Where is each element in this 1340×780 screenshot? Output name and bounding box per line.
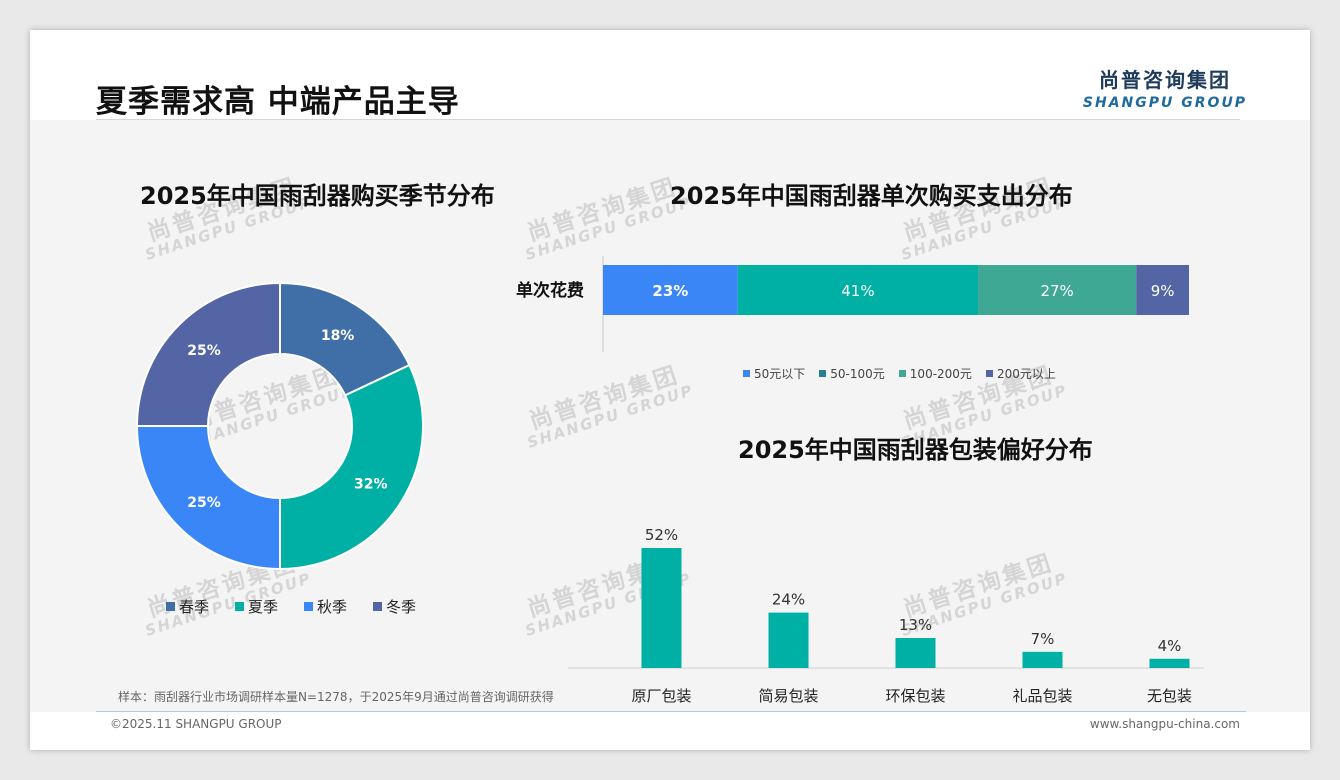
- package-category-label: 简易包装: [758, 687, 818, 705]
- website-link[interactable]: www.shangpu-china.com: [1089, 717, 1240, 731]
- donut-slice-3: [135, 425, 281, 571]
- package-bar-5: [1149, 658, 1190, 668]
- spend-legend-swatch: [898, 370, 906, 377]
- donut-slice-label: 25%: [187, 495, 221, 511]
- logo-cn: 尚普咨询集团: [1099, 68, 1231, 92]
- package-bar-2: [768, 612, 809, 668]
- package-bar-value: 24%: [772, 591, 805, 609]
- spend-legend-swatch: [743, 370, 750, 377]
- sample-note: 样本：雨刮器行业市场调研样本量N=1278，于2025年9月通过尚普咨询调研获得: [118, 690, 554, 704]
- spend-legend-label: 50-100元: [830, 367, 885, 381]
- spend-legend-label: 200元以上: [996, 367, 1056, 381]
- spend-segment-2: [737, 265, 979, 315]
- spend-stacked-bar-chart: 单次花费 23% 41% 27% 9%: [516, 256, 1189, 352]
- package-category-label: 礼品包装: [1012, 687, 1072, 705]
- package-bar-chart: 52% 原厂包装 24% 简易包装 13% 环保包装 7% 礼品包装 4% 无包装: [568, 526, 1204, 705]
- spend-legend-item: 100-200元: [898, 365, 972, 382]
- package-category-label: 无包装: [1147, 687, 1192, 705]
- donut-slice-label: 25%: [187, 343, 221, 359]
- spend-segment-4: [1136, 265, 1189, 315]
- spend-segment-1: [603, 265, 738, 315]
- donut-slice-1: [279, 281, 411, 397]
- page-title: 夏季需求高 中端产品主导: [96, 84, 460, 120]
- package-bar-1: [641, 548, 682, 668]
- season-legend: 春季 夏季 秋季 冬季: [166, 596, 442, 617]
- category-label: 单次花费: [516, 280, 584, 301]
- spend-legend: 50元以下 50-100元 100-200元 200元以上: [743, 365, 1070, 382]
- spend-legend-item: 200元以上: [985, 365, 1056, 382]
- season-legend-item: 冬季: [373, 596, 416, 617]
- season-legend-swatch: [235, 602, 245, 611]
- spend-segment-label: 41%: [841, 282, 874, 300]
- package-bar-value: 52%: [645, 526, 678, 544]
- package-category-label: 原厂包装: [631, 687, 691, 705]
- season-legend-label: 秋季: [317, 598, 348, 616]
- season-legend-item: 春季: [166, 596, 209, 617]
- header-divider: [96, 119, 1240, 120]
- footer-divider: [96, 711, 1246, 712]
- package-bar-4: [1022, 651, 1063, 668]
- package-category-label: 环保包装: [885, 687, 945, 705]
- donut-slice-4: [135, 281, 281, 427]
- slide: 夏季需求高 中端产品主导 尚普咨询集团 SHANGPU GROUP 尚普咨询集团…: [30, 30, 1310, 750]
- spend-legend-item: 50-100元: [819, 365, 885, 382]
- season-chart-title: 2025年中国雨刮器购买季节分布: [140, 182, 495, 210]
- spend-legend-swatch: [985, 370, 993, 377]
- spend-legend-swatch: [819, 370, 827, 377]
- spend-segment-label: 23%: [652, 282, 688, 300]
- logo-en: SHANGPU GROUP: [1082, 95, 1248, 111]
- donut-slice-label: 18%: [321, 328, 355, 344]
- package-chart-title: 2025年中国雨刮器包装偏好分布: [738, 436, 1093, 464]
- donut-slice-2: [279, 363, 424, 571]
- spend-chart-title: 2025年中国雨刮器单次购买支出分布: [670, 182, 1073, 210]
- season-legend-swatch: [304, 602, 314, 611]
- season-donut-chart: 18% 32% 25% 25%: [135, 281, 424, 571]
- season-legend-swatch: [373, 602, 383, 611]
- spend-segment-label: 9%: [1151, 282, 1175, 300]
- spend-legend-item: 50元以下: [743, 365, 805, 382]
- season-legend-item: 夏季: [235, 596, 278, 617]
- company-logo: 尚普咨询集团 SHANGPU GROUP: [1080, 64, 1250, 111]
- season-legend-item: 秋季: [304, 596, 347, 617]
- season-legend-label: 夏季: [248, 598, 279, 616]
- season-legend-swatch: [166, 602, 175, 611]
- spend-legend-label: 100-200元: [909, 367, 972, 381]
- package-bar-value: 7%: [1031, 630, 1055, 648]
- spend-legend-label: 50元以下: [754, 367, 806, 381]
- package-bar-value: 13%: [899, 616, 932, 634]
- season-legend-label: 冬季: [386, 598, 417, 616]
- package-bar-value: 4%: [1158, 637, 1182, 655]
- spend-segment-label: 27%: [1040, 282, 1073, 300]
- season-legend-label: 春季: [179, 598, 210, 616]
- copyright: ©2025.11 SHANGPU GROUP: [110, 717, 282, 731]
- package-bar-3: [895, 638, 936, 668]
- spend-segment-3: [978, 265, 1137, 315]
- donut-slice-label: 32%: [354, 477, 388, 493]
